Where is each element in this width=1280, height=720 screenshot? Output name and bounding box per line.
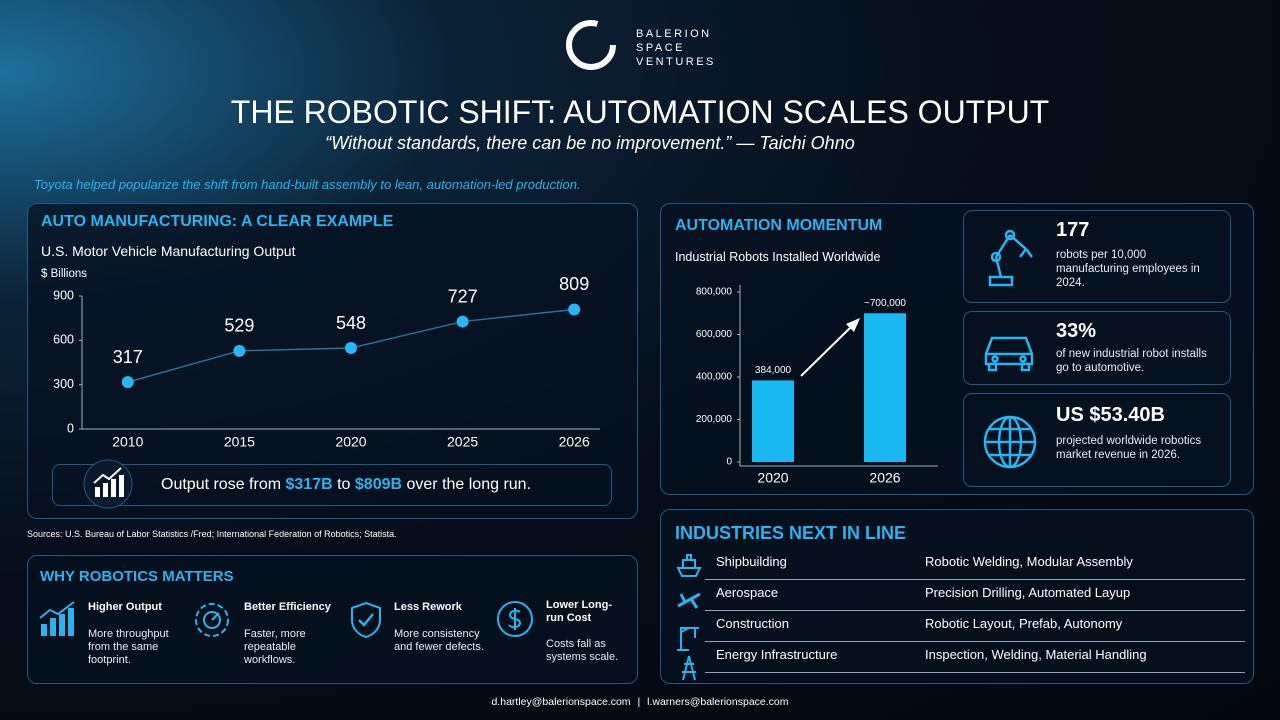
stat-value: 177 (1056, 219, 1090, 241)
item-text: Faster, more repeatable workflows. (244, 628, 306, 666)
email: l.warners@balerionspace.com (647, 696, 789, 708)
chart-title: U.S. Motor Vehicle Manufacturing Output (41, 243, 296, 259)
industry-name: Aerospace (716, 585, 779, 600)
stat-card: US $53.40B projected worldwide robotics … (963, 393, 1231, 487)
stat-card: 33% of new industrial robot installs go … (963, 311, 1231, 385)
industry-uses: Robotic Layout, Prefab, Autonomy (925, 616, 1123, 631)
highlight: $809B (354, 476, 403, 493)
icon (497, 601, 533, 637)
icon (988, 229, 1033, 287)
industry-icons (676, 554, 702, 680)
panel-heading: WHY ROBOTICS MATTERS (40, 568, 234, 585)
panel-heading: AUTO MANUFACTURING: A CLEAR EXAMPLE (41, 213, 394, 230)
icon (983, 415, 1037, 469)
text: over the long run. (402, 476, 532, 493)
industry-name: Construction (716, 616, 789, 631)
auto-panel: AUTO MANUFACTURING: A CLEAR EXAMPLE U.S.… (27, 203, 638, 519)
icon (195, 603, 229, 637)
icon (984, 336, 1034, 372)
brand-line: SPACE (636, 42, 685, 54)
y-axis-label: $ Billions (41, 268, 88, 280)
separator: | (637, 696, 641, 708)
panel-heading: INDUSTRIES NEXT IN LINE (675, 523, 907, 543)
industry-uses: Inspection, Welding, Material Handling (925, 647, 1147, 662)
title: THE ROBOTIC SHIFT: AUTOMATION SCALES OUT… (230, 94, 1050, 130)
panel-heading: AUTOMATION MOMENTUM (675, 217, 883, 234)
stat-text: projected worldwide robotics market reve… (1056, 435, 1202, 461)
email: d.hartley@balerionspace.com (491, 696, 631, 708)
industry-row: Aerospace Precision Drilling, Automated L… (705, 579, 1245, 611)
industry-uses: Precision Drilling, Automated Layup (925, 585, 1131, 600)
stat-value: US $53.40B (1056, 404, 1165, 426)
text: to (332, 476, 355, 493)
logo (566, 20, 616, 70)
industry-row: Shipbuilding Robotic Welding, Modular Ass… (705, 548, 1245, 580)
highlight: $317B (285, 476, 333, 493)
text: Output rose from (161, 476, 286, 493)
why-items: Higher Output More throughput from the s… (28, 596, 639, 681)
industry-name: Shipbuilding (716, 554, 787, 569)
icon (83, 459, 133, 509)
chart-title: Industrial Robots Installed Worldwide (675, 250, 881, 264)
icon (39, 601, 75, 636)
industry-uses: Robotic Welding, Modular Assembly (925, 554, 1133, 569)
item-title: Less Rework (394, 601, 462, 613)
quote: “Without standards, there can be no impr… (325, 133, 855, 153)
stat-text: of new industrial robot installs go to a… (1056, 348, 1207, 374)
industry-row: Construction Robotic Layout, Prefab, Auto… (705, 610, 1245, 642)
item-title: Higher Output (88, 601, 162, 613)
brand: BALERION SPACE VENTURES (636, 27, 716, 69)
icon (351, 601, 381, 639)
stat-value: 33% (1056, 320, 1097, 342)
callout: Output rose from $317B to $809B over the… (52, 459, 612, 509)
brand-line: BALERION (636, 28, 712, 40)
stat-text: robots per 10,000 manufacturing employee… (1056, 249, 1200, 289)
why-panel: WHY ROBOTICS MATTERS Higher Output More … (27, 555, 638, 684)
stat-card: 177 robots per 10,000 manufacturing empl… (963, 210, 1231, 303)
item-title: Lower Long-run Cost (546, 599, 612, 624)
industry-name: Energy Infrastructure (716, 647, 838, 662)
intro: Toyota helped popularize the shift from … (34, 177, 581, 192)
industries-panel: INDUSTRIES NEXT IN LINE Shipbuilding Robo… (660, 509, 1254, 684)
footer: d.hartley@balerionspace.com | l.warners@… (0, 696, 1280, 708)
industry-row: Energy Infrastructure Inspection, Welding… (705, 641, 1245, 673)
item-text: More throughput from the same footprint. (88, 628, 169, 666)
item-title: Better Efficiency (244, 601, 331, 613)
callout-text: Output rose from $317B to $809B over the… (161, 476, 531, 494)
brand-line: VENTURES (636, 56, 716, 68)
sources: Sources: U.S. Bureau of Labor Statistics… (27, 529, 397, 539)
item-text: Costs fall as systems scale. (546, 638, 619, 663)
item-text: More consistency and fewer defects. (394, 628, 484, 653)
